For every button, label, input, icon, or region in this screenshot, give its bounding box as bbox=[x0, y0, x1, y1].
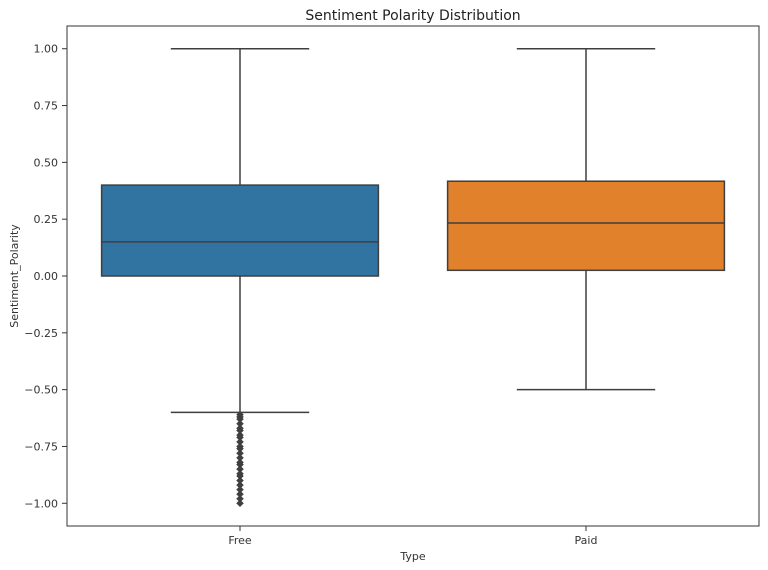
box-group-free bbox=[100, 47, 380, 508]
y-tick-label: 0.50 bbox=[34, 156, 59, 169]
boxes bbox=[100, 47, 726, 508]
y-tick-label: 0.25 bbox=[34, 213, 59, 226]
iqr-box bbox=[446, 180, 726, 272]
y-tick-label: −0.25 bbox=[24, 327, 58, 340]
y-tick-label: −0.50 bbox=[24, 384, 58, 397]
chart-title: Sentiment Polarity Distribution bbox=[305, 8, 520, 24]
y-axis: 1.00 0.75 0.50 0.25 0.00 −0.25 −0.50 −0.75 −1.00 bbox=[24, 43, 67, 510]
y-tick-label: −1.00 bbox=[24, 497, 58, 510]
y-tick-label: −0.75 bbox=[24, 440, 58, 453]
outlier-point bbox=[236, 499, 244, 508]
box-group-paid bbox=[446, 47, 726, 391]
y-tick-label: 0.00 bbox=[34, 270, 59, 283]
x-axis-label: Type bbox=[399, 550, 425, 563]
iqr-box bbox=[100, 184, 380, 277]
x-tick-label: Paid bbox=[575, 534, 598, 547]
x-tick-label: Free bbox=[228, 534, 252, 547]
y-axis-label: Sentiment_Polarity bbox=[8, 224, 21, 328]
y-tick-label: 0.75 bbox=[34, 100, 59, 113]
x-axis: Free Paid bbox=[228, 526, 597, 547]
y-tick-label: 1.00 bbox=[34, 43, 59, 56]
